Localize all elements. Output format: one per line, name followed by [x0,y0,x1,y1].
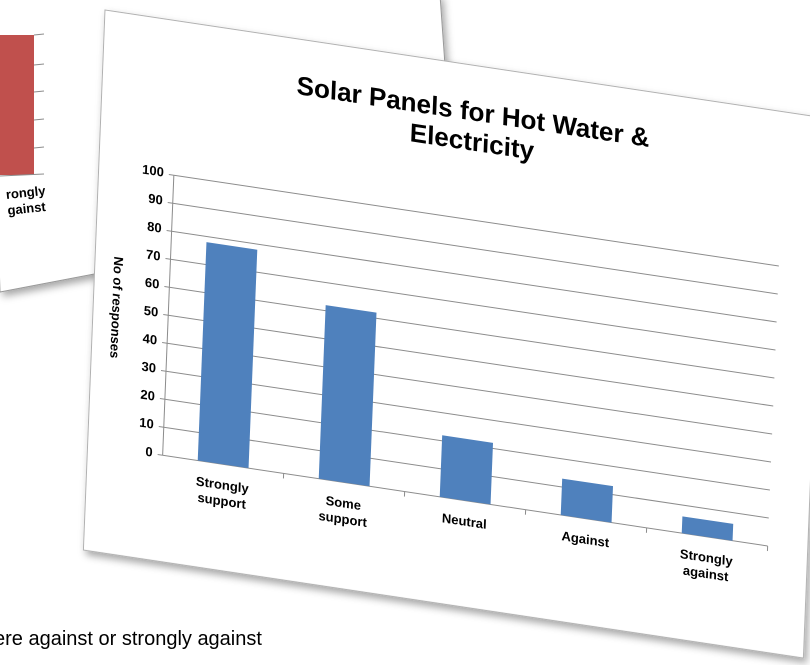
y-tick-label: 90 [148,191,163,208]
grid-line [172,202,778,295]
y-tick-mark [160,370,167,372]
caption: ere against or strongly against [0,628,262,650]
y-tick-mark [163,314,169,316]
bar [439,435,494,505]
x-tick-label: Against [561,529,610,551]
y-axis-label: No of responses [107,255,126,359]
y-tick-mark [165,258,171,260]
y-tick-label: 30 [141,359,156,376]
y-tick-mark [168,174,174,176]
y-tick-mark [164,286,170,288]
x-tick-label: Stronglysupport [195,474,250,513]
x-tick-label: Stronglyagainst [679,546,734,585]
chart-card: Solar Panels for Hot Water &Electricity … [82,9,810,659]
y-tick-label: 70 [146,247,161,264]
y-tick-label: 100 [142,162,164,180]
grid-line [169,286,775,379]
grid-line [171,230,777,323]
bar [197,242,258,469]
y-tick-mark [162,342,168,344]
y-tick-mark [166,230,172,232]
x-tick-label: Somesupport [318,492,368,530]
y-tick-label: 80 [147,219,162,236]
grid-line [168,314,774,407]
bar [560,478,614,523]
grid-line [165,370,772,463]
y-axis [162,175,175,456]
y-tick-mark [159,398,165,400]
background-ticks [0,33,45,177]
background-category-label: ronglygainst [5,183,49,218]
bar [318,305,377,487]
grid-line [173,174,779,267]
grid-line [170,258,776,351]
y-tick-mark [167,202,173,204]
y-tick-label: 10 [139,415,154,432]
y-tick-mark [157,454,163,456]
y-tick-label: 20 [140,387,155,404]
y-tick-label: 0 [145,444,153,460]
y-tick-label: 40 [142,331,157,348]
y-tick-mark [158,426,164,428]
x-tick-label: Neutral [442,511,487,533]
bar [681,516,734,541]
y-tick-label: 60 [145,275,160,292]
grid-line [167,342,773,435]
background-bar [0,35,34,175]
y-tick-label: 50 [144,303,159,320]
card [82,9,810,659]
